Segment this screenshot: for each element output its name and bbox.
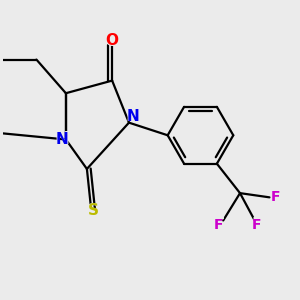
Text: O: O	[104, 32, 120, 50]
Text: N: N	[55, 132, 68, 147]
Text: N: N	[126, 107, 141, 125]
Text: N: N	[54, 130, 69, 148]
Text: F: F	[252, 218, 262, 232]
Text: N: N	[127, 109, 140, 124]
Text: F: F	[271, 190, 281, 204]
Text: F: F	[251, 216, 262, 234]
Text: F: F	[214, 218, 224, 232]
Text: S: S	[87, 202, 100, 220]
Text: F: F	[270, 188, 281, 206]
Text: F: F	[213, 216, 225, 234]
Text: S: S	[88, 203, 99, 218]
Text: O: O	[106, 33, 118, 48]
